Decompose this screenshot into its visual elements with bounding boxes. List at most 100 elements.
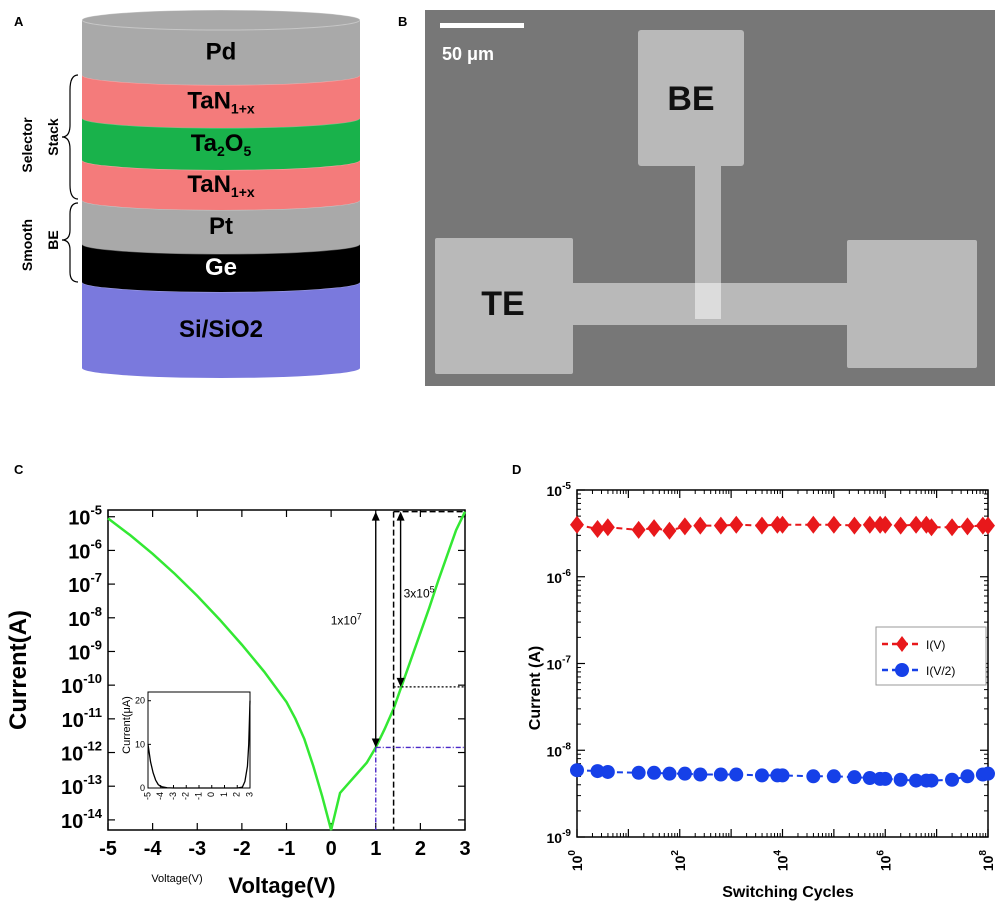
d-point-iv2 bbox=[713, 767, 728, 782]
selector-bracket bbox=[61, 74, 79, 200]
d-point-iv bbox=[945, 518, 960, 537]
junction bbox=[695, 283, 721, 319]
c-ytick-label: 10-12 bbox=[61, 739, 102, 766]
d-point-iv bbox=[960, 517, 975, 536]
d-point-iv bbox=[924, 518, 939, 537]
inset-xlabel: Voltage(V) bbox=[151, 873, 202, 885]
d-point-iv2 bbox=[729, 767, 744, 782]
d-point-iv2 bbox=[570, 763, 584, 778]
smooth-label: Smooth bbox=[19, 219, 35, 271]
d-point-iv bbox=[775, 515, 790, 534]
c-ylabel: Current(A) bbox=[5, 610, 32, 730]
stack-layer-body bbox=[82, 282, 360, 378]
inset-xtick-label: -5 bbox=[142, 792, 152, 800]
c-xtick-label: -4 bbox=[144, 838, 163, 860]
ratio-3e5-label: 3x105 bbox=[404, 584, 435, 600]
d-xtick-label: 108 bbox=[978, 850, 996, 872]
d-point-iv2 bbox=[960, 769, 975, 784]
sem-image: 50 μm BE TE bbox=[425, 10, 995, 386]
d-point-iv bbox=[647, 519, 662, 538]
inset-xtick-label: -1 bbox=[193, 792, 203, 800]
c-xtick-label: -3 bbox=[188, 838, 206, 860]
d-point-iv bbox=[981, 516, 995, 535]
d-xtick-label: 100 bbox=[567, 850, 585, 872]
d-point-iv bbox=[631, 520, 646, 539]
legend-iv: I(V) bbox=[926, 638, 945, 652]
c-xtick-label: 2 bbox=[415, 838, 426, 860]
c-arrow-3e5-head-up bbox=[396, 511, 405, 521]
sem-pads bbox=[435, 30, 977, 374]
te-text: TE bbox=[481, 285, 524, 323]
d-xtick-label: 104 bbox=[773, 850, 791, 872]
stack-layer-body bbox=[82, 200, 360, 254]
d-point-iv2 bbox=[862, 771, 877, 786]
d-point-iv bbox=[729, 515, 744, 534]
endurance-chart: 100 102 104 106 108 10-9 10-8 10-7 10-6 10-5 Swit… bbox=[527, 481, 996, 901]
te-pad bbox=[435, 238, 573, 374]
d-point-iv bbox=[754, 516, 769, 535]
c-xtick-label: 1 bbox=[370, 838, 381, 860]
inset-xtick-label: 2 bbox=[232, 792, 242, 797]
c-arrow-1e7-head-up bbox=[371, 511, 380, 521]
d-point-iv2 bbox=[806, 769, 821, 784]
d-point-iv2 bbox=[826, 769, 841, 784]
inset-ytick-label: 20 bbox=[135, 696, 145, 706]
d-point-iv2 bbox=[590, 764, 605, 779]
stack-layer-label: Si/SiO2 bbox=[179, 316, 263, 343]
stack-layer-label: TaN1+x bbox=[187, 171, 255, 200]
d-legend: I(V) I(V/2) bbox=[875, 626, 987, 686]
d-point-iv bbox=[677, 517, 692, 536]
stack-layer-label: TaN1+x bbox=[187, 88, 255, 117]
stack-layer-label: Pt bbox=[209, 213, 233, 240]
d-point-iv2 bbox=[878, 771, 893, 786]
d-ytick-label: 10-8 bbox=[547, 741, 572, 759]
inset-xtick-label: -4 bbox=[155, 792, 165, 800]
d-point-iv bbox=[590, 520, 605, 539]
be-pad bbox=[638, 30, 744, 166]
be-bracket bbox=[61, 202, 79, 283]
panel-label-c: C bbox=[14, 462, 24, 477]
legend-iv2: I(V/2) bbox=[926, 664, 955, 678]
c-ytick-label: 10-9 bbox=[68, 637, 102, 664]
d-point-iv bbox=[570, 515, 584, 534]
c-xtick-label: -5 bbox=[99, 838, 117, 860]
inset-ylabel: Current(μA) bbox=[121, 696, 133, 754]
d-point-iv2 bbox=[600, 764, 615, 779]
d-point-iv bbox=[826, 515, 841, 534]
c-ytick-label: 10-5 bbox=[68, 503, 102, 530]
d-ytick-label: 10-6 bbox=[547, 568, 572, 586]
inset-xtick-label: 1 bbox=[219, 792, 229, 797]
inset-xtick-label: -2 bbox=[181, 792, 191, 800]
c-arrow-1e7-head-down bbox=[371, 738, 380, 748]
d-point-iv bbox=[662, 521, 677, 540]
d-point-iv2 bbox=[893, 772, 908, 787]
stack-layer-body bbox=[82, 75, 360, 128]
d-point-iv2 bbox=[847, 770, 862, 785]
d-ylabel: Current (A) bbox=[527, 646, 544, 730]
d-point-iv bbox=[862, 515, 877, 534]
c-ytick-label: 10-7 bbox=[68, 570, 102, 597]
inset-curve bbox=[147, 700, 251, 789]
d-point-iv2 bbox=[775, 768, 790, 783]
d-point-iv bbox=[713, 516, 728, 535]
scale-label: 50 μm bbox=[442, 44, 494, 64]
d-ytick-label: 10-7 bbox=[547, 655, 572, 673]
inset-frame bbox=[147, 691, 251, 789]
stack-layer-label: Pd bbox=[206, 39, 237, 66]
d-point-iv bbox=[847, 516, 862, 535]
stack-layer-body bbox=[82, 160, 360, 210]
stack-label: Stack bbox=[45, 118, 61, 156]
c-ytick-label: 10-8 bbox=[68, 604, 102, 631]
c-xtick-label: -2 bbox=[233, 838, 251, 860]
c-xtick-label: 0 bbox=[326, 838, 337, 860]
c-ytick-label: 10-6 bbox=[68, 536, 102, 563]
ratio-1e7-label: 1x107 bbox=[331, 612, 362, 628]
be-text: BE bbox=[667, 80, 714, 118]
legend-diamond-icon bbox=[896, 636, 908, 652]
d-point-iv bbox=[600, 518, 615, 537]
c-ytick-label: 10-13 bbox=[61, 772, 102, 799]
inset-xtick-label: -3 bbox=[168, 792, 178, 800]
c-ytick-label: 10-10 bbox=[61, 671, 102, 698]
d-point-iv2 bbox=[647, 765, 662, 780]
right-pad bbox=[847, 240, 977, 368]
